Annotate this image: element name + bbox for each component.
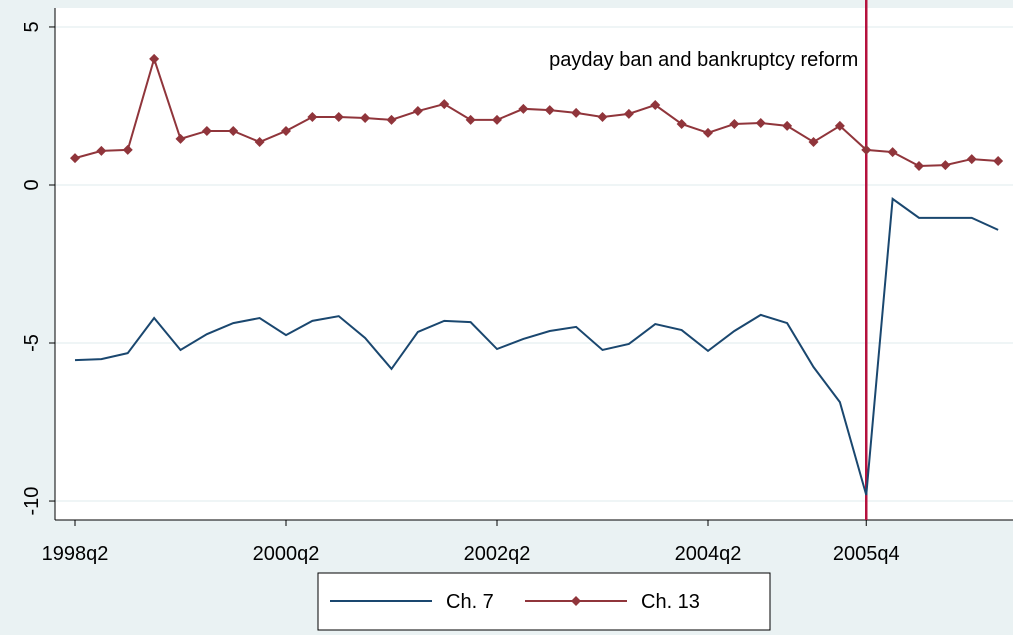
marker [201,125,212,136]
event-label: payday ban and bankruptcy reform [549,49,858,71]
marker [782,120,793,131]
marker [597,112,608,123]
marker [175,133,186,144]
marker [861,144,872,155]
marker [703,127,713,138]
marker [465,114,476,125]
marker [492,114,502,125]
marker [386,114,397,125]
marker [70,153,80,164]
y-tick-label: -10 [21,487,43,516]
marker [281,125,291,136]
marker [254,137,265,148]
marker [676,118,687,129]
legend-label: Ch. 13 [641,591,700,613]
y-tick-label: -5 [21,334,43,352]
marker [518,103,529,114]
x-tick-label: 2000q2 [253,543,320,565]
marker [544,105,555,116]
marker [360,112,371,123]
marker [228,125,239,136]
x-tick-label: 2005q4 [833,543,900,565]
marker [307,112,318,123]
marker [834,120,845,131]
marker [993,155,1004,166]
x-tick-label: 2004q2 [675,543,742,565]
marker [650,100,661,111]
marker [808,137,819,148]
marker [412,106,423,117]
marker [333,112,344,123]
marker [755,118,766,129]
marker [966,154,977,165]
marker [439,99,450,110]
marker [623,108,634,119]
x-tick-label: 1998q2 [42,543,109,565]
marker [940,160,951,171]
plot-area [55,8,1013,520]
marker [149,53,160,64]
marker [96,145,107,156]
y-tick-label: 5 [21,21,43,32]
y-tick-label: 0 [21,179,43,190]
marker [571,107,582,118]
marker [914,161,924,172]
series-line [74,197,999,496]
marker [729,118,740,129]
marker [122,144,133,155]
legend-marker [571,596,581,606]
marker [887,147,898,158]
x-tick-label: 2002q2 [464,543,531,565]
legend-label: Ch. 7 [446,591,494,613]
